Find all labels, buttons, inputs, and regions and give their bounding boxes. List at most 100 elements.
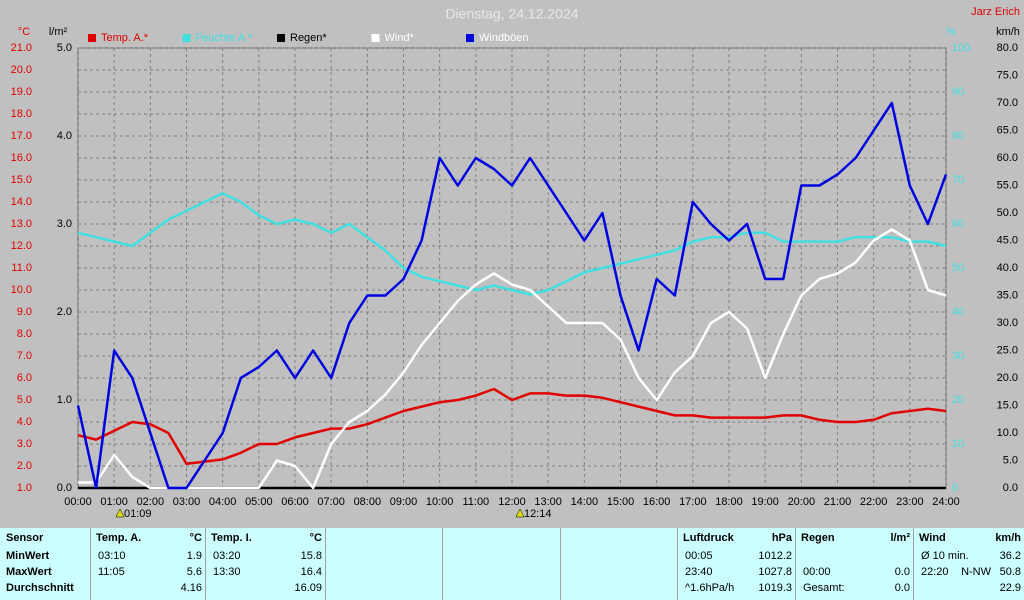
y4-tick-label: 45.0: [997, 234, 1018, 246]
series-line: [76, 101, 948, 490]
cell-dir: N-NW: [961, 566, 991, 578]
y-tick-label: 17.0: [11, 130, 32, 142]
y2-tick-label: 5.0: [57, 42, 72, 54]
column-title: Wind: [919, 532, 946, 544]
y-tick-label: 2.0: [17, 460, 32, 472]
cell-value: 16.09: [294, 582, 322, 594]
row-header: Sensor: [6, 532, 44, 544]
x-tick-label: 08:00: [354, 496, 382, 508]
cell-time: 23:40: [685, 566, 713, 578]
separator: [442, 528, 443, 600]
y-tick-label: 10.0: [11, 284, 32, 296]
x-tick-label: 07:00: [317, 496, 345, 508]
legend-label: Wind*: [385, 32, 415, 44]
x-tick-label: 10:00: [426, 496, 454, 508]
column-title: Luftdruck: [683, 532, 734, 544]
y4-tick-label: 60.0: [997, 152, 1018, 164]
y2-tick-label: 1.0: [57, 394, 72, 406]
annotation: 01:09: [124, 508, 152, 520]
y-tick-label: 11.0: [11, 262, 32, 274]
y3-tick-label: 30: [952, 350, 964, 362]
y4-tick-label: 80.0: [997, 42, 1018, 54]
y-tick-label: 15.0: [11, 174, 32, 186]
cell-value: 22.9: [999, 582, 1021, 594]
x-tick-label: 12:00: [498, 496, 526, 508]
y4-axis-unit: km/h: [996, 26, 1020, 38]
y4-tick-label: 20.0: [997, 372, 1018, 384]
separator: [90, 528, 91, 600]
y3-tick-label: 50: [952, 262, 964, 274]
cell-value: 5.6: [186, 566, 202, 578]
y-tick-label: 21.0: [11, 42, 32, 54]
annotation: 12:14: [524, 508, 552, 520]
y3-tick-label: 90: [952, 86, 964, 98]
legend-swatch: [88, 34, 96, 42]
y3-tick-label: 70: [952, 174, 964, 186]
legend-label: Temp. A.*: [101, 32, 149, 44]
cell-time: Ø 10 min.: [921, 550, 969, 562]
y2-tick-label: 3.0: [57, 218, 72, 230]
cell-value: 36.2: [999, 550, 1021, 562]
separator: [325, 528, 326, 600]
x-tick-label: 15:00: [607, 496, 635, 508]
column-unit: °C: [309, 532, 322, 544]
y3-tick-label: 20: [952, 394, 964, 406]
column-unit: km/h: [995, 532, 1021, 544]
cell-value: 1019.3: [758, 582, 792, 594]
separator: [677, 528, 678, 600]
legend-label: Regen*: [290, 32, 327, 44]
chart-title: Dienstag, 24.12.2024: [445, 6, 578, 22]
cell-time: 00:05: [685, 550, 713, 562]
x-tick-label: 03:00: [173, 496, 201, 508]
y-tick-label: 12.0: [11, 240, 32, 252]
column-unit: °C: [189, 532, 202, 544]
x-tick-label: 23:00: [896, 496, 924, 508]
cell-time: 11:05: [98, 566, 125, 578]
annotation-marker: [515, 508, 525, 518]
row-label: MaxWert: [6, 566, 52, 578]
y3-axis-unit: %: [946, 26, 956, 38]
x-tick-label: 14:00: [571, 496, 599, 508]
cell-time: ^1.6hPa/h: [685, 582, 735, 594]
y4-tick-label: 40.0: [997, 262, 1018, 274]
y4-tick-label: 65.0: [997, 124, 1018, 136]
y3-tick-label: 80: [952, 130, 964, 142]
y-tick-label: 13.0: [11, 218, 32, 230]
author: Jarz Erich: [971, 6, 1020, 18]
y4-tick-label: 35.0: [997, 289, 1018, 301]
cell-time: 03:20: [213, 550, 241, 562]
y3-tick-label: 0: [952, 482, 958, 494]
y4-tick-label: 30.0: [997, 317, 1018, 329]
column-unit: l/m²: [890, 532, 910, 544]
y-tick-label: 14.0: [11, 196, 32, 208]
series-line: [77, 387, 947, 466]
legend-label: Feuchte A.*: [196, 32, 254, 44]
y4-tick-label: 10.0: [997, 427, 1018, 439]
row-label: MinWert: [6, 550, 50, 562]
legend-swatch: [371, 34, 380, 42]
row-label: Durchschnitt: [6, 582, 74, 594]
cell-value: 16.4: [300, 566, 322, 578]
cell-time: 00:00: [803, 566, 831, 578]
y3-tick-label: 100: [952, 42, 970, 54]
x-tick-label: 19:00: [751, 496, 779, 508]
y4-tick-label: 25.0: [997, 344, 1018, 356]
x-tick-label: 00:00: [64, 496, 92, 508]
separator: [560, 528, 561, 600]
separator: [913, 528, 914, 600]
x-tick-label: 05:00: [245, 496, 273, 508]
stats-table: Sensor MinWert MaxWert Durchschnitt Temp. A.…: [0, 528, 1024, 600]
y-tick-label: 9.0: [17, 306, 32, 318]
cell-value: 4.16: [180, 582, 202, 594]
y-tick-label: 4.0: [17, 416, 32, 428]
cell-value: 1027.8: [758, 566, 792, 578]
cell-value: 0.0: [894, 582, 910, 594]
x-tick-label: 24:00: [932, 496, 960, 508]
y-tick-label: 1.0: [17, 482, 32, 494]
cell-time: Gesamt:: [803, 582, 845, 594]
y3-tick-label: 40: [952, 306, 964, 318]
legend-swatch: [277, 34, 285, 42]
x-tick-label: 06:00: [281, 496, 309, 508]
series-line: [78, 228, 947, 490]
